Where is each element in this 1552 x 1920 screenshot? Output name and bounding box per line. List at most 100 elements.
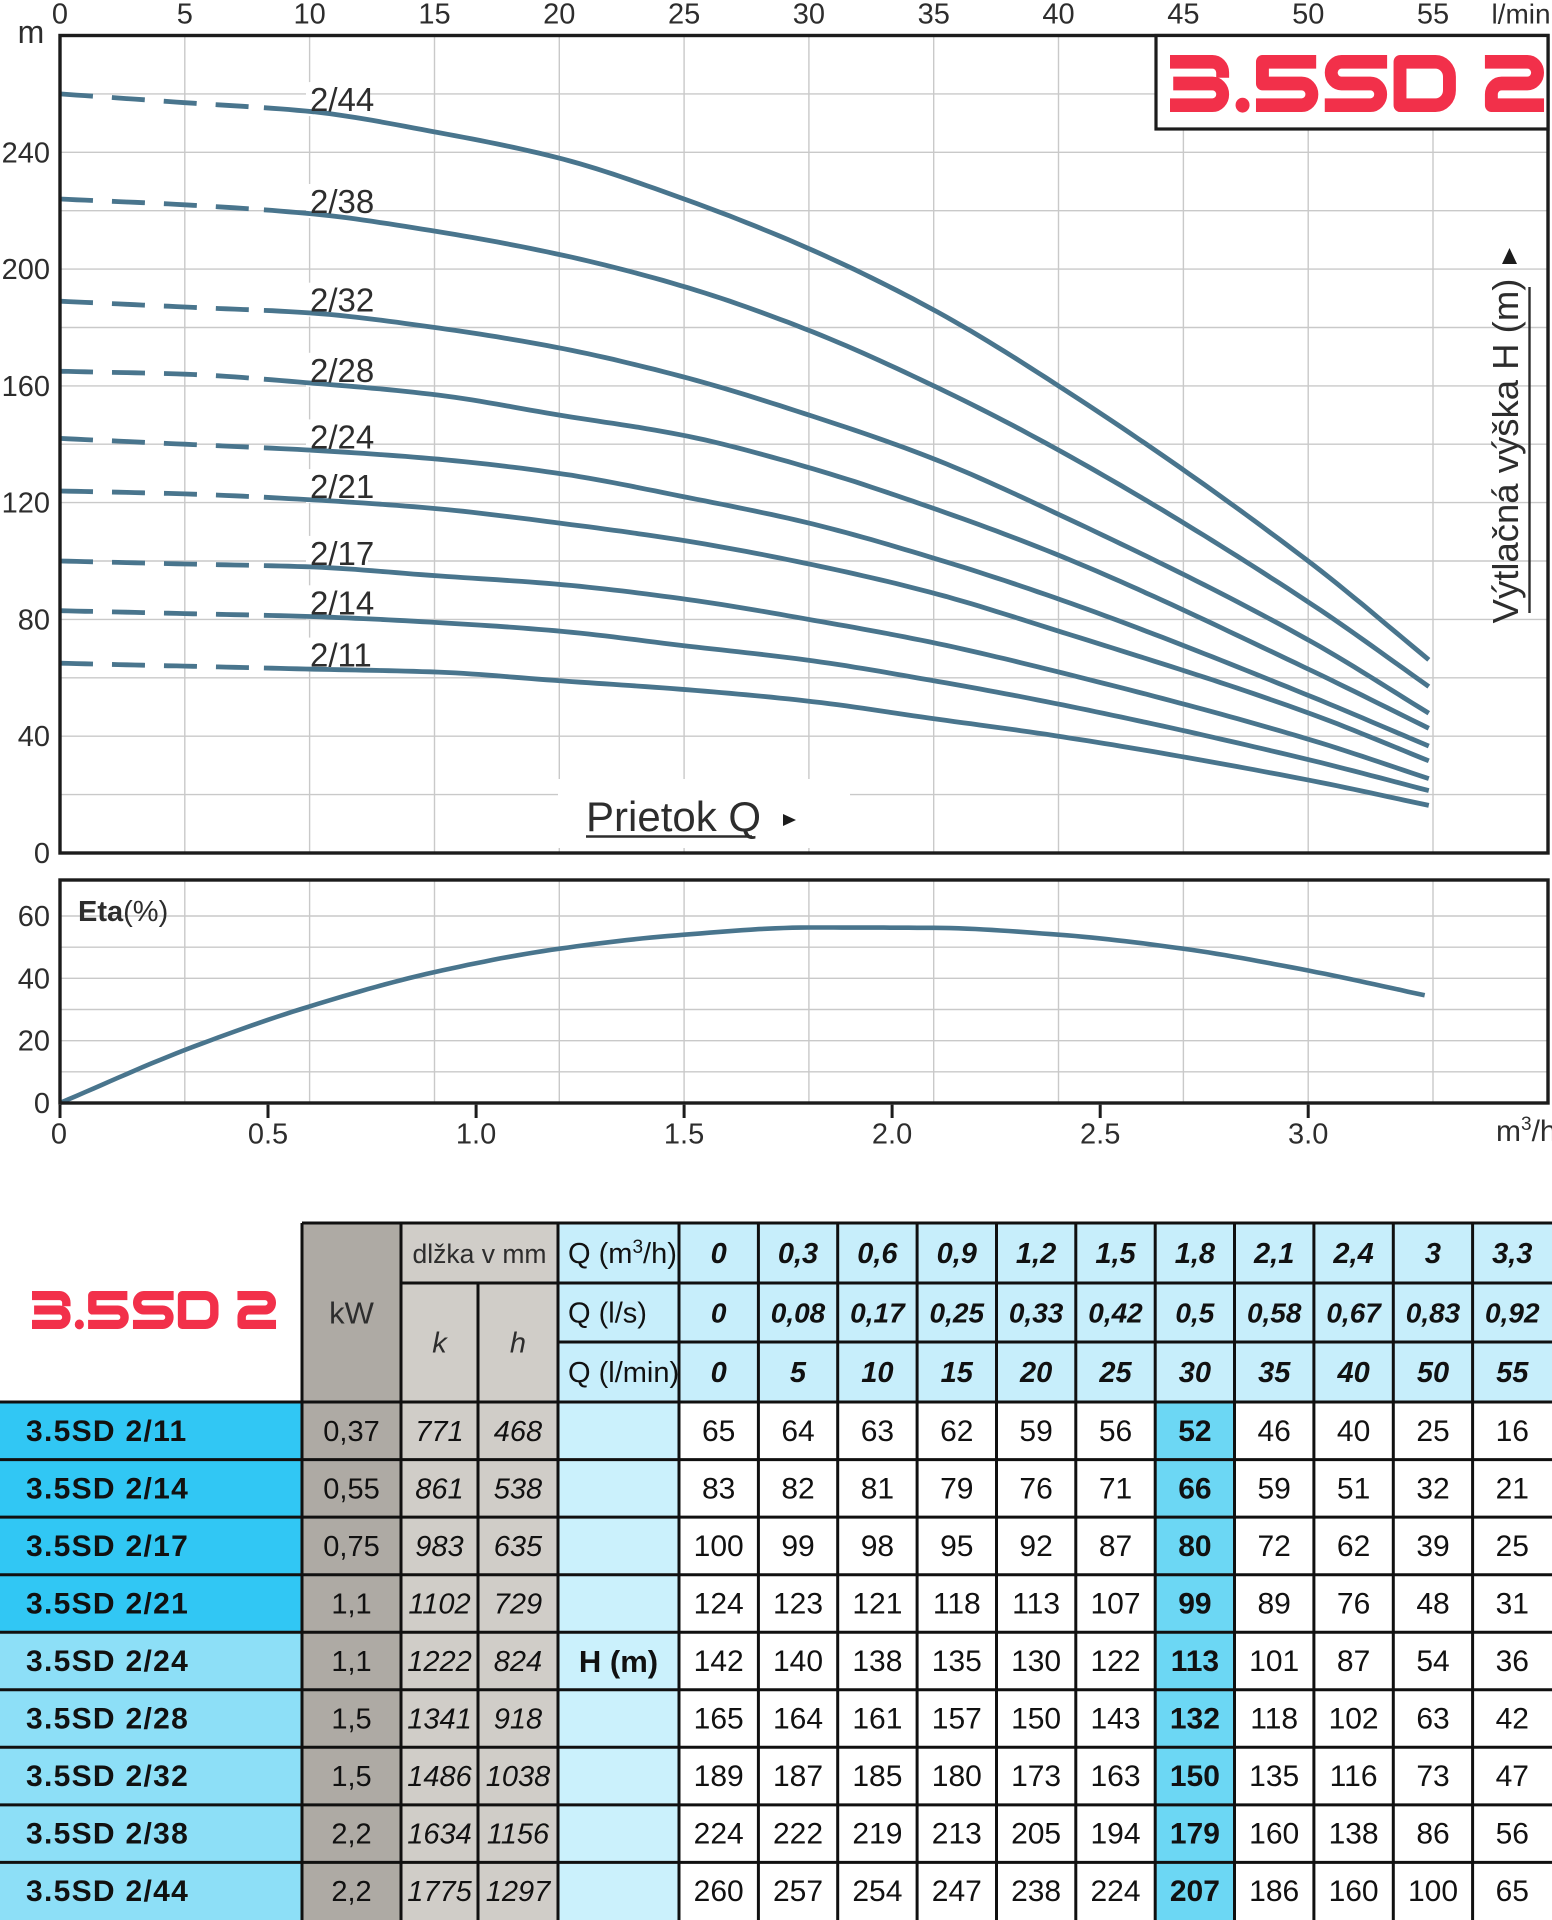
svg-text:m: m xyxy=(18,14,45,50)
svg-text:0,33: 0,33 xyxy=(1009,1298,1064,1329)
svg-text:62: 62 xyxy=(1337,1530,1370,1563)
svg-text:1,5: 1,5 xyxy=(1095,1238,1136,1270)
svg-text:150: 150 xyxy=(1011,1703,1061,1736)
svg-text:918: 918 xyxy=(494,1704,542,1736)
svg-text:1156: 1156 xyxy=(487,1819,550,1851)
svg-text:219: 219 xyxy=(852,1818,902,1851)
svg-text:47: 47 xyxy=(1496,1760,1529,1793)
svg-text:45: 45 xyxy=(1167,0,1199,31)
svg-text:2.0: 2.0 xyxy=(872,1119,912,1151)
svg-text:3.5SD 2/17: 3.5SD 2/17 xyxy=(26,1530,189,1563)
svg-text:254: 254 xyxy=(852,1875,902,1908)
svg-text:2/21: 2/21 xyxy=(310,468,374,505)
svg-text:179: 179 xyxy=(1170,1818,1220,1851)
svg-text:62: 62 xyxy=(940,1415,973,1448)
svg-text:3.5SD 2/24: 3.5SD 2/24 xyxy=(26,1645,189,1678)
svg-text:l/min: l/min xyxy=(1491,0,1550,30)
svg-text:65: 65 xyxy=(702,1415,735,1448)
svg-text:32: 32 xyxy=(1416,1472,1449,1505)
svg-text:983: 983 xyxy=(415,1531,463,1563)
svg-text:124: 124 xyxy=(694,1587,744,1620)
svg-text:102: 102 xyxy=(1329,1703,1379,1736)
svg-text:Prietok Q: Prietok Q xyxy=(586,793,761,840)
svg-text:76: 76 xyxy=(1019,1472,1052,1505)
svg-text:2/11: 2/11 xyxy=(310,637,372,674)
svg-text:87: 87 xyxy=(1337,1645,1370,1678)
svg-text:0,25: 0,25 xyxy=(930,1298,985,1329)
svg-text:132: 132 xyxy=(1170,1703,1220,1736)
svg-text:80: 80 xyxy=(1178,1530,1211,1563)
svg-text:0: 0 xyxy=(711,1298,727,1329)
svg-text:3.5SD 2/11: 3.5SD 2/11 xyxy=(26,1415,187,1448)
svg-text:Q (m3/h): Q (m3/h) xyxy=(568,1237,677,1270)
svg-text:40: 40 xyxy=(18,963,50,995)
svg-text:59: 59 xyxy=(1258,1472,1291,1505)
svg-text:238: 238 xyxy=(1011,1875,1061,1908)
svg-text:56: 56 xyxy=(1099,1415,1132,1448)
svg-text:5: 5 xyxy=(790,1357,807,1389)
svg-text:0: 0 xyxy=(52,0,68,31)
svg-text:Q (l/min): Q (l/min) xyxy=(568,1357,679,1389)
svg-text:40: 40 xyxy=(18,721,50,753)
svg-text:1,2: 1,2 xyxy=(1016,1238,1056,1270)
svg-text:1,1: 1,1 xyxy=(331,1646,371,1678)
svg-text:16: 16 xyxy=(1496,1415,1529,1448)
svg-text:165: 165 xyxy=(694,1703,744,1736)
svg-text:30: 30 xyxy=(1179,1357,1211,1389)
svg-text:H (m): H (m) xyxy=(579,1644,658,1679)
svg-text:56: 56 xyxy=(1496,1818,1529,1851)
svg-text:824: 824 xyxy=(494,1646,542,1678)
svg-text:20: 20 xyxy=(543,0,575,31)
svg-text:160: 160 xyxy=(1249,1818,1299,1851)
svg-text:468: 468 xyxy=(494,1416,542,1448)
svg-text:0,83: 0,83 xyxy=(1406,1298,1461,1329)
svg-text:729: 729 xyxy=(494,1588,542,1620)
svg-text:31: 31 xyxy=(1496,1587,1529,1620)
svg-text:1486: 1486 xyxy=(407,1761,472,1793)
svg-text:1634: 1634 xyxy=(407,1819,472,1851)
svg-text:142: 142 xyxy=(694,1645,744,1678)
svg-text:60: 60 xyxy=(18,901,50,933)
svg-text:63: 63 xyxy=(861,1415,894,1448)
svg-text:163: 163 xyxy=(1090,1760,1140,1793)
svg-text:118: 118 xyxy=(1250,1703,1298,1736)
svg-text:76: 76 xyxy=(1337,1587,1370,1620)
svg-text:635: 635 xyxy=(494,1531,543,1563)
svg-text:81: 81 xyxy=(861,1472,894,1505)
svg-text:59: 59 xyxy=(1019,1415,1052,1448)
svg-text:79: 79 xyxy=(940,1472,973,1505)
svg-text:113: 113 xyxy=(1012,1587,1060,1620)
svg-text:0: 0 xyxy=(711,1238,727,1270)
svg-text:92: 92 xyxy=(1019,1530,1052,1563)
svg-text:3.5SD 2/21: 3.5SD 2/21 xyxy=(26,1587,189,1620)
svg-text:86: 86 xyxy=(1416,1818,1449,1851)
svg-text:82: 82 xyxy=(781,1472,814,1505)
svg-text:64: 64 xyxy=(781,1415,814,1448)
svg-text:30: 30 xyxy=(793,0,825,31)
svg-text:1,8: 1,8 xyxy=(1175,1238,1216,1270)
svg-text:107: 107 xyxy=(1090,1587,1140,1620)
svg-text:0,37: 0,37 xyxy=(323,1416,379,1448)
svg-text:25: 25 xyxy=(1496,1530,1529,1563)
svg-text:55: 55 xyxy=(1496,1357,1529,1389)
svg-text:kW: kW xyxy=(329,1296,375,1331)
svg-text:39: 39 xyxy=(1416,1530,1449,1563)
svg-text:771: 771 xyxy=(415,1416,463,1448)
svg-text:0: 0 xyxy=(711,1357,727,1389)
svg-text:160: 160 xyxy=(1329,1875,1379,1908)
svg-text:25: 25 xyxy=(668,0,700,31)
svg-text:173: 173 xyxy=(1011,1760,1061,1793)
svg-text:50: 50 xyxy=(1292,0,1324,31)
svg-text:113: 113 xyxy=(1171,1645,1219,1678)
svg-text:120: 120 xyxy=(2,488,50,520)
svg-text:52: 52 xyxy=(1178,1415,1211,1448)
svg-text:121: 121 xyxy=(852,1587,902,1620)
svg-text:861: 861 xyxy=(415,1473,463,1505)
svg-text:1222: 1222 xyxy=(407,1646,472,1678)
svg-text:0,9: 0,9 xyxy=(937,1238,977,1270)
svg-text:66: 66 xyxy=(1178,1472,1211,1505)
svg-text:2/44: 2/44 xyxy=(310,81,374,118)
svg-text:98: 98 xyxy=(861,1530,894,1563)
svg-text:3.5SD 2/38: 3.5SD 2/38 xyxy=(26,1818,189,1851)
svg-text:87: 87 xyxy=(1099,1530,1132,1563)
